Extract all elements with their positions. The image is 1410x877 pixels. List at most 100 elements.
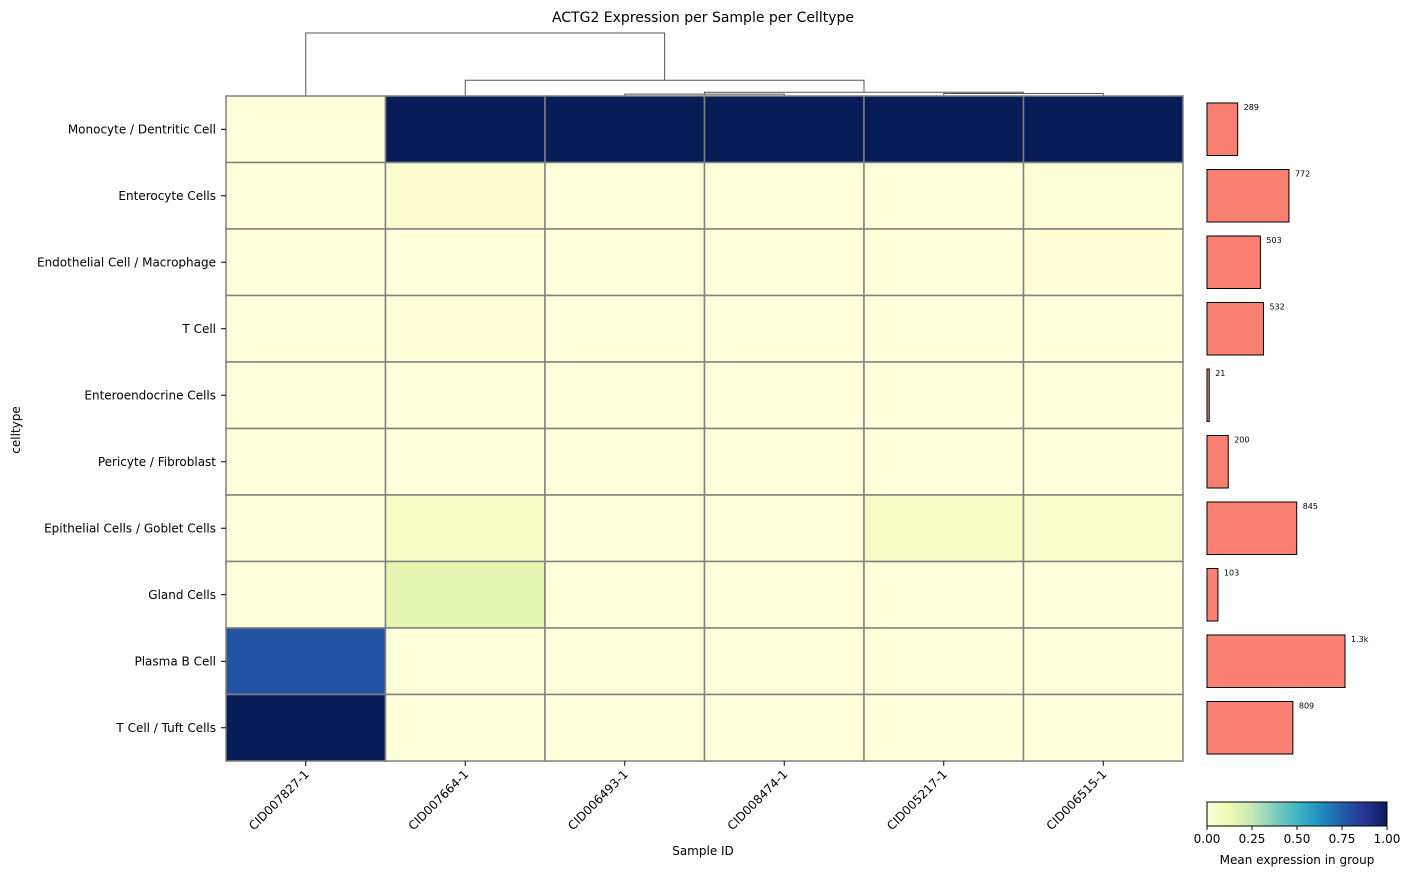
heatmap-cell (225, 294, 387, 363)
heatmap-cell (225, 494, 387, 563)
y-tick-label: Epithelial Cells / Goblet Cells (44, 521, 216, 535)
colorbar-tick-label: 1.00 (1374, 832, 1401, 846)
heatmap-cell (863, 560, 1025, 629)
heatmap-cell (384, 361, 546, 430)
heatmap (225, 95, 1184, 762)
heatmap-cell (225, 427, 387, 496)
colorbar-label: Mean expression in group (1220, 853, 1375, 867)
heatmap-cell (703, 161, 865, 230)
colorbar-ticks: 0.00 0.25 0.50 0.75 1.00 (1194, 826, 1401, 846)
heatmap-cell (544, 361, 706, 430)
heatmap-cell (384, 427, 546, 496)
heatmap-cell (225, 361, 387, 430)
heatmap-cell (384, 494, 546, 563)
heatmap-cell (863, 693, 1025, 762)
cell-count-bars: 289 772 503 532 21 200 845 103 1.3k 809 (1206, 102, 1369, 755)
heatmap-cell (863, 161, 1025, 230)
heatmap-cell (225, 228, 387, 297)
cell-count-label: 532 (1269, 303, 1284, 312)
cell-count-label: 845 (1303, 502, 1318, 511)
heatmap-cell (544, 161, 706, 230)
cell-count-bar (1206, 435, 1229, 489)
heatmap-cell (384, 560, 546, 629)
cell-count-label: 503 (1266, 236, 1281, 245)
y-tick-label: Monocyte / Dentritic Cell (68, 122, 216, 136)
heatmap-cell (863, 95, 1025, 164)
colorbar-tick-label: 0.00 (1194, 832, 1221, 846)
heatmap-cell (703, 95, 865, 164)
cell-count-label: 1.3k (1351, 635, 1369, 644)
cell-count-label: 289 (1244, 103, 1259, 112)
cell-count-bar (1206, 368, 1210, 422)
chart-title: ACTG2 Expression per Sample per Celltype (552, 10, 854, 26)
heatmap-cell (1022, 693, 1184, 762)
heatmap-cell (384, 627, 546, 696)
heatmap-cell (384, 95, 546, 164)
heatmap-cell (703, 494, 865, 563)
heatmap-cell (384, 693, 546, 762)
heatmap-cell (225, 627, 387, 696)
y-axis-label: celltype (9, 406, 23, 453)
heatmap-cell (544, 294, 706, 363)
heatmap-cell (863, 494, 1025, 563)
x-tick-label: CID005217-1 (884, 767, 950, 833)
cell-count-bar (1206, 568, 1219, 622)
heatmap-frame (225, 95, 1184, 762)
cell-count-bar (1206, 634, 1346, 688)
heatmap-cell (384, 228, 546, 297)
heatmap-cell (1022, 294, 1184, 363)
heatmap-cell (1022, 161, 1184, 230)
heatmap-cell (703, 560, 865, 629)
colorbar-gradient (1206, 801, 1388, 827)
x-tick-label: CID008474-1 (725, 767, 791, 833)
x-tick-label: CID006493-1 (565, 767, 631, 833)
heatmap-cell (703, 693, 865, 762)
heatmap-cell (544, 95, 706, 164)
colorbar: 0.00 0.25 0.50 0.75 1.00 Mean expression in … (1194, 801, 1401, 867)
colorbar-tick-label: 0.25 (1239, 832, 1266, 846)
cell-count-label: 809 (1299, 702, 1314, 711)
sample-dendrogram (305, 32, 1104, 96)
heatmap-cell (384, 294, 546, 363)
heatmap-cell (384, 161, 546, 230)
heatmap-cell (703, 427, 865, 496)
heatmap-cell (544, 560, 706, 629)
heatmap-cell (544, 693, 706, 762)
cell-count-bar (1206, 501, 1298, 555)
heatmap-cell (1022, 560, 1184, 629)
sample-tick-labels: CID007827-1 CID007664-1 CID006493-1 CID0084… (246, 761, 1109, 833)
cell-count-bar (1206, 302, 1264, 356)
y-tick-label: T Cell / Tuft Cells (115, 721, 216, 735)
cell-count-label: 772 (1295, 170, 1310, 179)
heatmap-cell (863, 427, 1025, 496)
cell-count-bar (1206, 701, 1294, 755)
y-tick-label: Endothelial Cell / Macrophage (37, 255, 216, 269)
x-axis-label: Sample ID (672, 844, 734, 858)
x-tick-label: CID007664-1 (406, 767, 472, 833)
y-tick-label: Pericyte / Fibroblast (98, 455, 216, 469)
celltype-tick-labels: Monocyte / Dentritic Cell Enterocyte Cell… (37, 122, 226, 735)
y-tick-label: Enterocyte Cells (118, 189, 216, 203)
heatmap-cell (863, 361, 1025, 430)
heatmap-cell (544, 494, 706, 563)
heatmap-cell (544, 627, 706, 696)
cell-count-bar (1206, 235, 1261, 289)
cell-count-label: 103 (1224, 569, 1239, 578)
heatmap-cell (1022, 427, 1184, 496)
heatmap-cell (703, 294, 865, 363)
heatmap-cell (1022, 627, 1184, 696)
heatmap-cell (863, 228, 1025, 297)
colorbar-tick-label: 0.50 (1284, 832, 1311, 846)
heatmap-cell (703, 361, 865, 430)
heatmap-cell (703, 228, 865, 297)
heatmap-cell (225, 560, 387, 629)
dendrogram-link (305, 32, 666, 96)
y-tick-label: Enteroendocrine Cells (84, 388, 216, 402)
cell-count-bar (1206, 102, 1239, 156)
heatmap-cell (225, 95, 387, 164)
heatmap-cell (544, 427, 706, 496)
heatmap-cell (863, 627, 1025, 696)
heatmap-cell (225, 161, 387, 230)
cell-count-label: 21 (1215, 369, 1225, 378)
